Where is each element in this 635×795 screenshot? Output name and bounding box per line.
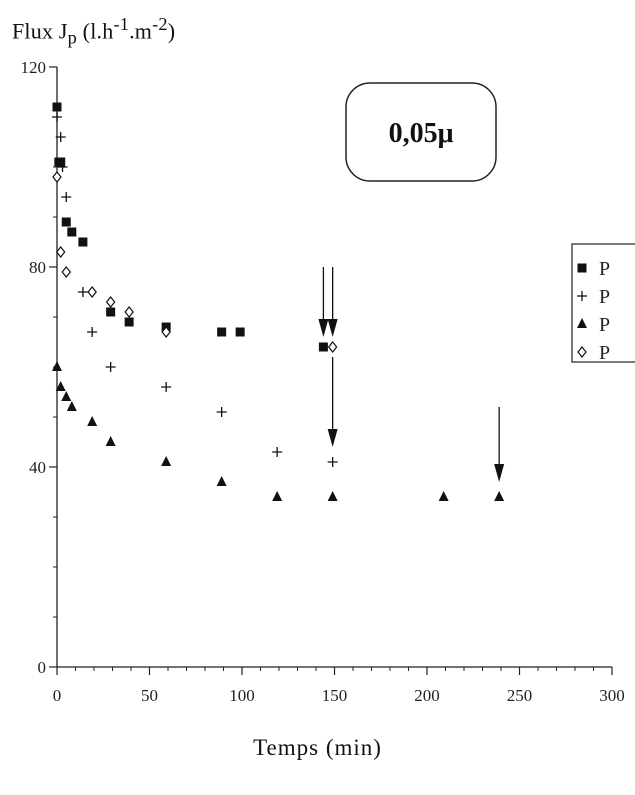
legend-label: P [599,314,610,336]
diamond-point [125,307,133,317]
diamond-point [53,172,61,182]
plus-point [52,112,62,122]
y-tick-label: 0 [38,658,47,677]
x-tick-label: 0 [53,686,62,705]
diamond-point [62,267,70,277]
plus-point [78,287,88,297]
diamond-point [57,247,65,257]
triangle-point [67,401,77,411]
diamond-point [88,287,96,297]
triangle-point [52,361,62,371]
legend-diamond-marker [578,347,586,357]
annotation-arrows [318,267,504,482]
legend-label: P [599,286,610,308]
plus-point [87,327,97,337]
y-tick-label: 120 [21,58,47,77]
diamond-point [329,342,337,352]
plus-point [161,382,171,392]
arrow-head [494,464,504,482]
concentration-annotation: 0,05μ [346,83,496,181]
x-tick-label: 150 [322,686,348,705]
x-tick-label: 300 [599,686,625,705]
arrow-head [328,319,338,337]
square-point [125,318,134,327]
triangle-point [439,491,449,501]
x-tick-label: 200 [414,686,440,705]
legend-plus-marker [577,291,587,301]
y-tick-label: 80 [29,258,46,277]
triangle-point [87,416,97,426]
square-point [236,328,245,337]
data-points [52,103,504,502]
square-point [319,343,328,352]
triangle-point [61,391,71,401]
triangle-point [272,491,282,501]
plus-point [328,457,338,467]
square-point [78,238,87,247]
triangle-point [106,436,116,446]
y-tick-label: 40 [29,458,46,477]
arrow-head [328,429,338,447]
square-point [62,218,71,227]
triangle-point [161,456,171,466]
axes [57,67,612,667]
legend-label: P [599,342,610,364]
annotation-label: 0,05μ [389,118,454,149]
square-point [67,228,76,237]
triangle-point [494,491,504,501]
triangle-point [217,476,227,486]
legend-label: P [599,258,610,280]
arrow-head [318,319,328,337]
x-tick-label: 50 [141,686,158,705]
square-point [106,308,115,317]
square-point [53,103,62,112]
legend-triangle-marker [577,318,587,328]
x-axis-label: Temps (min) [0,735,635,761]
x-tick-label: 250 [507,686,533,705]
plus-point [61,192,71,202]
axis-ticks: 0 50 100 150 200 250 300 0 40 80 120 [21,58,625,705]
square-point [217,328,226,337]
plus-point [106,362,116,372]
legend-square-marker [578,264,587,273]
plus-point [217,407,227,417]
diamond-point [107,297,115,307]
triangle-point [328,491,338,501]
plus-point [272,447,282,457]
x-tick-label: 100 [229,686,255,705]
square-point [56,158,65,167]
